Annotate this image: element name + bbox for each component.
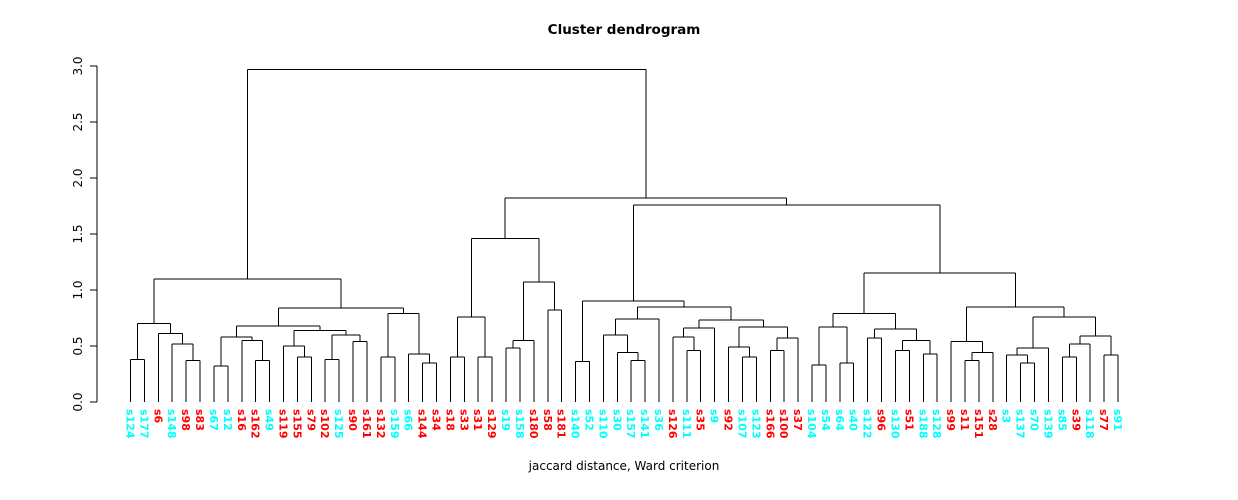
leaf-label: s122 [861,409,874,439]
dendrogram-links [130,68,1119,402]
leaf-label: s137 [1014,409,1027,439]
leaf-label: s51 [902,409,915,431]
leaf-label: s98 [179,409,192,431]
leaf-label: s181 [555,409,568,439]
leaf-label: s166 [763,409,776,439]
leaf-label: s34 [429,409,442,431]
leaf-label: s18 [443,409,456,431]
leaf-label: s64 [833,409,846,431]
leaf-label: s177 [137,409,150,439]
leaf-label: s19 [499,409,512,431]
leaf-label: s107 [735,409,748,439]
leaf-label: s99 [944,409,957,431]
leaf-label: s90 [346,409,359,431]
leaf-label: s118 [1083,409,1096,439]
leaf-label: s139 [1041,409,1054,439]
leaf-label: s52 [582,409,595,431]
leaf-label: s79 [304,409,317,431]
leaf-label: s35 [694,409,707,431]
leaf-label: s144 [416,409,429,439]
leaf-label: s85 [1055,409,1068,431]
leaf-label: s67 [207,409,220,431]
leaf-label: s159 [388,409,401,439]
leaf-label: s111 [680,409,693,439]
leaf-label: s31 [471,409,484,431]
leaf-label: s39 [1069,409,1082,431]
y-tick-label: 1.0 [71,280,85,299]
leaf-label: s66 [402,409,415,431]
leaf-label: s161 [360,409,373,439]
leaf-label: s104 [805,409,818,439]
leaf-label: s141 [638,409,651,439]
leaf-label: s158 [513,409,526,439]
leaf-label: s180 [527,409,540,439]
leaf-label: s36 [652,409,665,431]
leaf-label: s130 [888,409,901,439]
leaf-label: s129 [485,409,498,439]
leaf-label: s58 [541,409,554,431]
leaf-label: s91 [1111,409,1124,431]
leaf-label: s125 [332,409,345,439]
leaf-label: s6 [151,409,164,424]
y-tick-label: 0.5 [71,336,85,355]
leaf-label: s11 [958,409,971,431]
leaf-label: s49 [263,409,276,431]
y-tick-label: 3.0 [71,56,85,75]
leaf-label: s119 [276,409,289,439]
leaf-label: s140 [569,409,582,439]
leaf-label: s9 [708,409,721,423]
leaf-label: s12 [221,409,234,431]
leaf-label: s148 [165,409,178,439]
leaf-label: s28 [986,409,999,431]
leaf-label: s102 [318,409,331,439]
y-tick-label: 1.5 [71,224,85,243]
leaf-label: s155 [290,409,303,439]
leaf-label: s70 [1028,409,1041,431]
leaf-label: s126 [666,409,679,439]
leaf-label: s96 [875,409,888,431]
leaf-label: s100 [777,409,790,439]
leaf-label: s77 [1097,409,1110,431]
leaf-label: s151 [972,409,985,439]
chart-title: Cluster dendrogram [547,22,701,38]
y-axis [90,65,98,403]
leaf-label: s123 [749,409,762,439]
leaf-label: s124 [124,409,137,439]
y-tick-label: 0.0 [71,392,85,411]
leaf-label: s40 [847,409,860,431]
leaf-label: s16 [235,409,248,431]
leaf-label: s33 [457,409,470,431]
leaf-label: s157 [624,409,637,439]
leaf-label: s3 [1000,409,1013,423]
leaf-label: s54 [819,409,832,431]
leaf-label: s37 [791,409,804,431]
leaf-label: s92 [722,409,735,431]
leaf-label: s188 [916,409,929,439]
leaf-label: s128 [930,409,943,439]
leaf-label: s30 [610,409,623,431]
chart-xlabel: jaccard distance, Ward criterion [528,459,720,473]
leaf-label: s132 [374,409,387,439]
y-tick-label: 2.5 [71,112,85,131]
leaf-label: s162 [249,409,262,439]
leaf-label: s110 [596,409,609,439]
y-tick-label: 2.0 [71,168,85,187]
leaf-label: s83 [193,409,206,431]
